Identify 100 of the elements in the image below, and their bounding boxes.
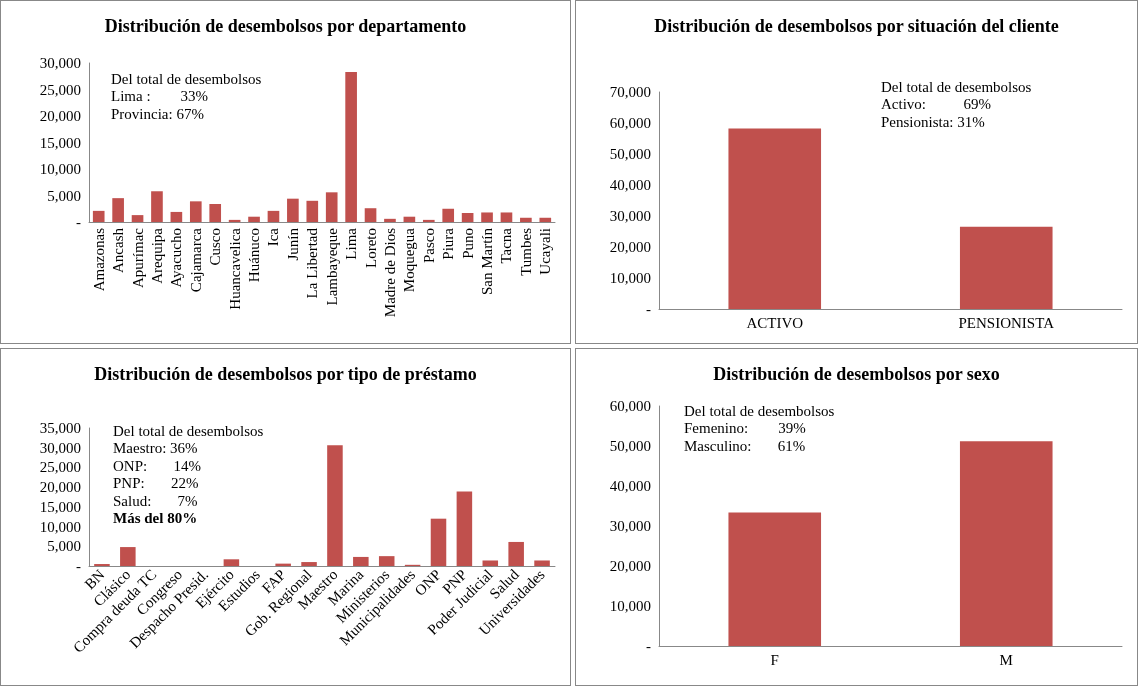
x-tick-label: Arequipa xyxy=(148,227,165,284)
bar xyxy=(131,215,144,222)
y-tick-label: 30,000 xyxy=(609,518,651,534)
bar xyxy=(248,216,260,222)
y-tick-label: 25,000 xyxy=(39,459,81,476)
y-tick-label: 35,000 xyxy=(39,420,81,436)
chart-title: Distribución de desembolsos por sexo xyxy=(713,364,1000,384)
y-tick-label: 25,000 xyxy=(39,81,81,98)
y-tick-label: 10,000 xyxy=(609,598,651,614)
annotation: Del total de desembolsos xyxy=(111,70,262,87)
annotation: Maestro: 36% xyxy=(113,440,198,456)
y-tick-label: 5,000 xyxy=(47,187,81,204)
bar xyxy=(520,217,532,222)
x-tick-label: Moquegua xyxy=(401,227,418,293)
bar xyxy=(378,556,395,566)
annotation: Del total de desembolsos xyxy=(684,402,835,419)
y-tick-label: - xyxy=(76,214,81,230)
bar xyxy=(120,547,136,566)
x-tick-label: Ica xyxy=(265,227,282,247)
annotation: Del total de desembolsos xyxy=(113,422,264,439)
annotation: PNP: 22% xyxy=(113,475,199,491)
y-tick-label: 50,000 xyxy=(609,438,651,454)
bar xyxy=(384,218,396,222)
bar xyxy=(151,191,163,222)
bar xyxy=(345,72,357,222)
x-tick-label: Cusco xyxy=(207,228,224,266)
bar xyxy=(287,198,299,222)
bar xyxy=(267,210,280,222)
chart-title: Distribución de desembolsos por situación del cliente xyxy=(654,16,1059,36)
y-tick-label: 30,000 xyxy=(39,439,81,456)
bar xyxy=(112,198,124,222)
x-tick-label: F xyxy=(770,651,779,668)
bar xyxy=(189,201,202,222)
y-tick-label: 50,000 xyxy=(609,146,651,162)
x-tick-label: Tacna xyxy=(498,227,515,264)
x-tick-label: Pasco xyxy=(420,228,437,263)
x-tick-label: La Libertad xyxy=(304,227,321,299)
x-tick-label: M xyxy=(999,651,1013,668)
y-tick-label: 5,000 xyxy=(47,538,81,555)
x-tick-label: Puno xyxy=(459,228,476,259)
y-tick-label: 15,000 xyxy=(39,134,81,151)
bar xyxy=(442,208,455,222)
x-tick-label: Junín xyxy=(284,227,301,261)
bar xyxy=(327,445,343,566)
x-tick-label: Ancash xyxy=(110,227,127,273)
x-tick-label: Lambayeque xyxy=(323,227,340,306)
x-tick-label: ACTIVO xyxy=(746,314,804,331)
annotation: Lima : 33% xyxy=(111,88,209,104)
bar xyxy=(170,211,183,222)
bar xyxy=(364,208,377,222)
y-tick-label: 60,000 xyxy=(609,115,651,131)
chart-title: Distribución de desembolsos por departamento xyxy=(104,16,467,36)
y-tick-label: 60,000 xyxy=(609,398,651,414)
annotation: Femenino: 39% xyxy=(684,420,806,436)
y-tick-label: 10,000 xyxy=(39,518,81,535)
annotation: Del total de desembolsos xyxy=(881,78,1032,95)
annotation: Salud: 7% xyxy=(113,492,198,509)
y-tick-label: 20,000 xyxy=(39,479,81,496)
annotation: Masculino: 61% xyxy=(684,437,806,454)
x-tick-label: Amazonas xyxy=(90,227,107,292)
annotation: Activo: 69% xyxy=(881,96,991,112)
bar xyxy=(508,541,524,566)
y-tick-label: 40,000 xyxy=(609,478,651,494)
bar xyxy=(430,518,447,566)
bar xyxy=(223,559,240,566)
bar xyxy=(539,217,552,222)
y-tick-label: - xyxy=(646,638,651,654)
x-tick-label: Madre de Dios xyxy=(381,227,398,318)
bar xyxy=(301,562,317,566)
y-tick-label: 20,000 xyxy=(609,558,651,574)
y-tick-label: - xyxy=(76,558,81,574)
annotation: Pensionista: 31% xyxy=(881,113,985,130)
y-tick-label: - xyxy=(646,301,651,317)
bar xyxy=(500,212,513,222)
bar xyxy=(481,212,493,222)
x-tick-label: Loreto xyxy=(362,228,379,268)
bar xyxy=(422,219,435,222)
x-tick-label: PENSIONISTA xyxy=(958,314,1055,331)
bar xyxy=(325,192,338,222)
bar xyxy=(209,203,222,222)
bar xyxy=(92,210,105,222)
y-tick-label: 20,000 xyxy=(609,239,651,255)
y-tick-label: 40,000 xyxy=(609,177,651,193)
y-tick-label: 30,000 xyxy=(39,55,81,71)
bar xyxy=(461,212,474,222)
x-tick-label: Ayacucho xyxy=(168,228,185,288)
y-tick-label: 20,000 xyxy=(39,108,81,124)
y-tick-label: 15,000 xyxy=(39,498,81,515)
x-tick-label: Huánuco xyxy=(246,228,263,283)
x-tick-label: San Martín xyxy=(479,227,496,296)
bar xyxy=(534,560,550,566)
y-tick-label: 70,000 xyxy=(609,84,651,100)
bar xyxy=(456,491,473,566)
x-tick-label: Cajamarca xyxy=(187,227,204,293)
annotation: Provincia: 67% xyxy=(111,105,204,122)
bar xyxy=(306,200,319,222)
x-tick-label: Ucayali xyxy=(537,228,554,275)
x-tick-label: Apurímac xyxy=(129,227,146,288)
bar xyxy=(482,560,499,566)
x-tick-label: Piura xyxy=(440,227,457,260)
